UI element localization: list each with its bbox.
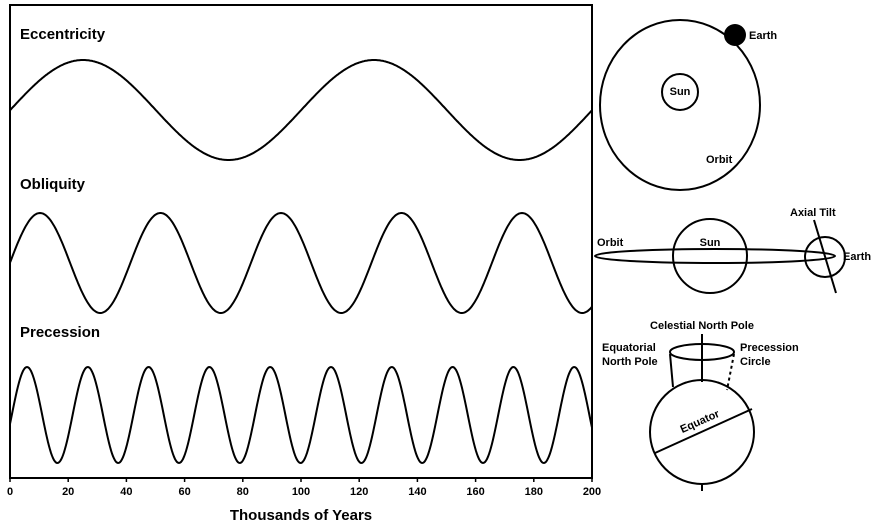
orbit	[595, 249, 835, 263]
x-tick-label: 140	[408, 486, 426, 498]
orbit-label: Orbit	[706, 154, 733, 166]
sun-label: Sun	[670, 86, 691, 98]
equatorial-pole-label: Equatorial	[602, 342, 656, 354]
x-axis-label: Thousands of Years	[230, 507, 372, 524]
x-tick-label: 120	[350, 486, 368, 498]
x-tick-label: 200	[583, 486, 601, 498]
precession-circle-label: Precession	[740, 342, 799, 354]
plot-frame	[10, 5, 592, 478]
x-tick-label: 180	[525, 486, 543, 498]
curve-label: Eccentricity	[20, 26, 106, 43]
precession-circle-label: Circle	[740, 356, 771, 368]
axis-line	[814, 220, 836, 293]
sun	[673, 219, 747, 293]
earth	[724, 24, 746, 46]
earth-label: Earth	[749, 30, 777, 42]
cone-line	[670, 354, 673, 387]
cycle-curve	[10, 213, 592, 313]
x-tick-label: 80	[237, 486, 249, 498]
axial-tilt-label: Axial Tilt	[790, 207, 836, 219]
x-tick-label: 100	[292, 486, 310, 498]
cycle-curve	[10, 60, 592, 160]
x-tick-label: 20	[62, 486, 74, 498]
sun-label: Sun	[700, 237, 721, 249]
x-tick-label: 40	[120, 486, 132, 498]
cycle-curve	[10, 367, 592, 463]
equatorial-pole-label: North Pole	[602, 356, 658, 368]
diagram: Eccentricity Obliquity Precession Thousa…	[0, 0, 874, 526]
orbit-label: Orbit	[597, 237, 624, 249]
x-tick-label: 160	[466, 486, 484, 498]
x-tick-label: 60	[178, 486, 190, 498]
cone-line	[727, 354, 734, 390]
x-tick-label: 0	[7, 486, 13, 498]
celestial-pole-label: Celestial North Pole	[650, 320, 754, 332]
curve-label: Obliquity	[20, 176, 86, 193]
curve-label: Precession	[20, 324, 100, 341]
earth-label: Earth	[843, 251, 871, 263]
